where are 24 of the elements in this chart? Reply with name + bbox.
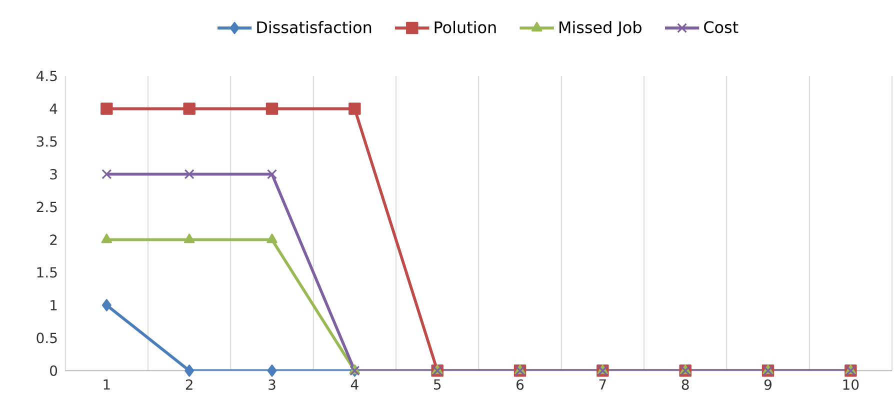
y-tick-label: 0 — [50, 365, 58, 376]
legend-label: Polution — [434, 20, 496, 34]
x-tick-label: 1 — [104, 379, 110, 390]
legend-label: Dissatisfaction — [257, 20, 372, 34]
x-tick-label: 2 — [186, 379, 192, 390]
legend-label: Cost — [704, 21, 738, 34]
y-tick-label: 2 — [50, 234, 57, 245]
legend-label: Missed Job — [560, 20, 642, 36]
x-tick-label: 8 — [682, 379, 689, 390]
y-tick-label: 0.5 — [36, 332, 57, 344]
x-tick-label: 10 — [843, 379, 859, 390]
x-tick-label: 7 — [599, 379, 606, 390]
x-tick-label: 5 — [434, 379, 441, 390]
y-tick-label: 1 — [50, 300, 57, 310]
x-tick-label: 4 — [350, 379, 358, 390]
y-tick-label: 2.5 — [36, 202, 57, 212]
x-tick-label: 3 — [268, 379, 276, 390]
y-tick-label: 3 — [50, 168, 57, 180]
x-tick-label: 9 — [764, 379, 772, 390]
x-tick-label: 6 — [516, 379, 524, 390]
y-tick-label: 4.5 — [36, 70, 57, 82]
y-tick-label: 4 — [50, 104, 58, 114]
y-tick-label: 3.5 — [36, 136, 57, 147]
y-tick-label: 1.5 — [37, 267, 57, 278]
